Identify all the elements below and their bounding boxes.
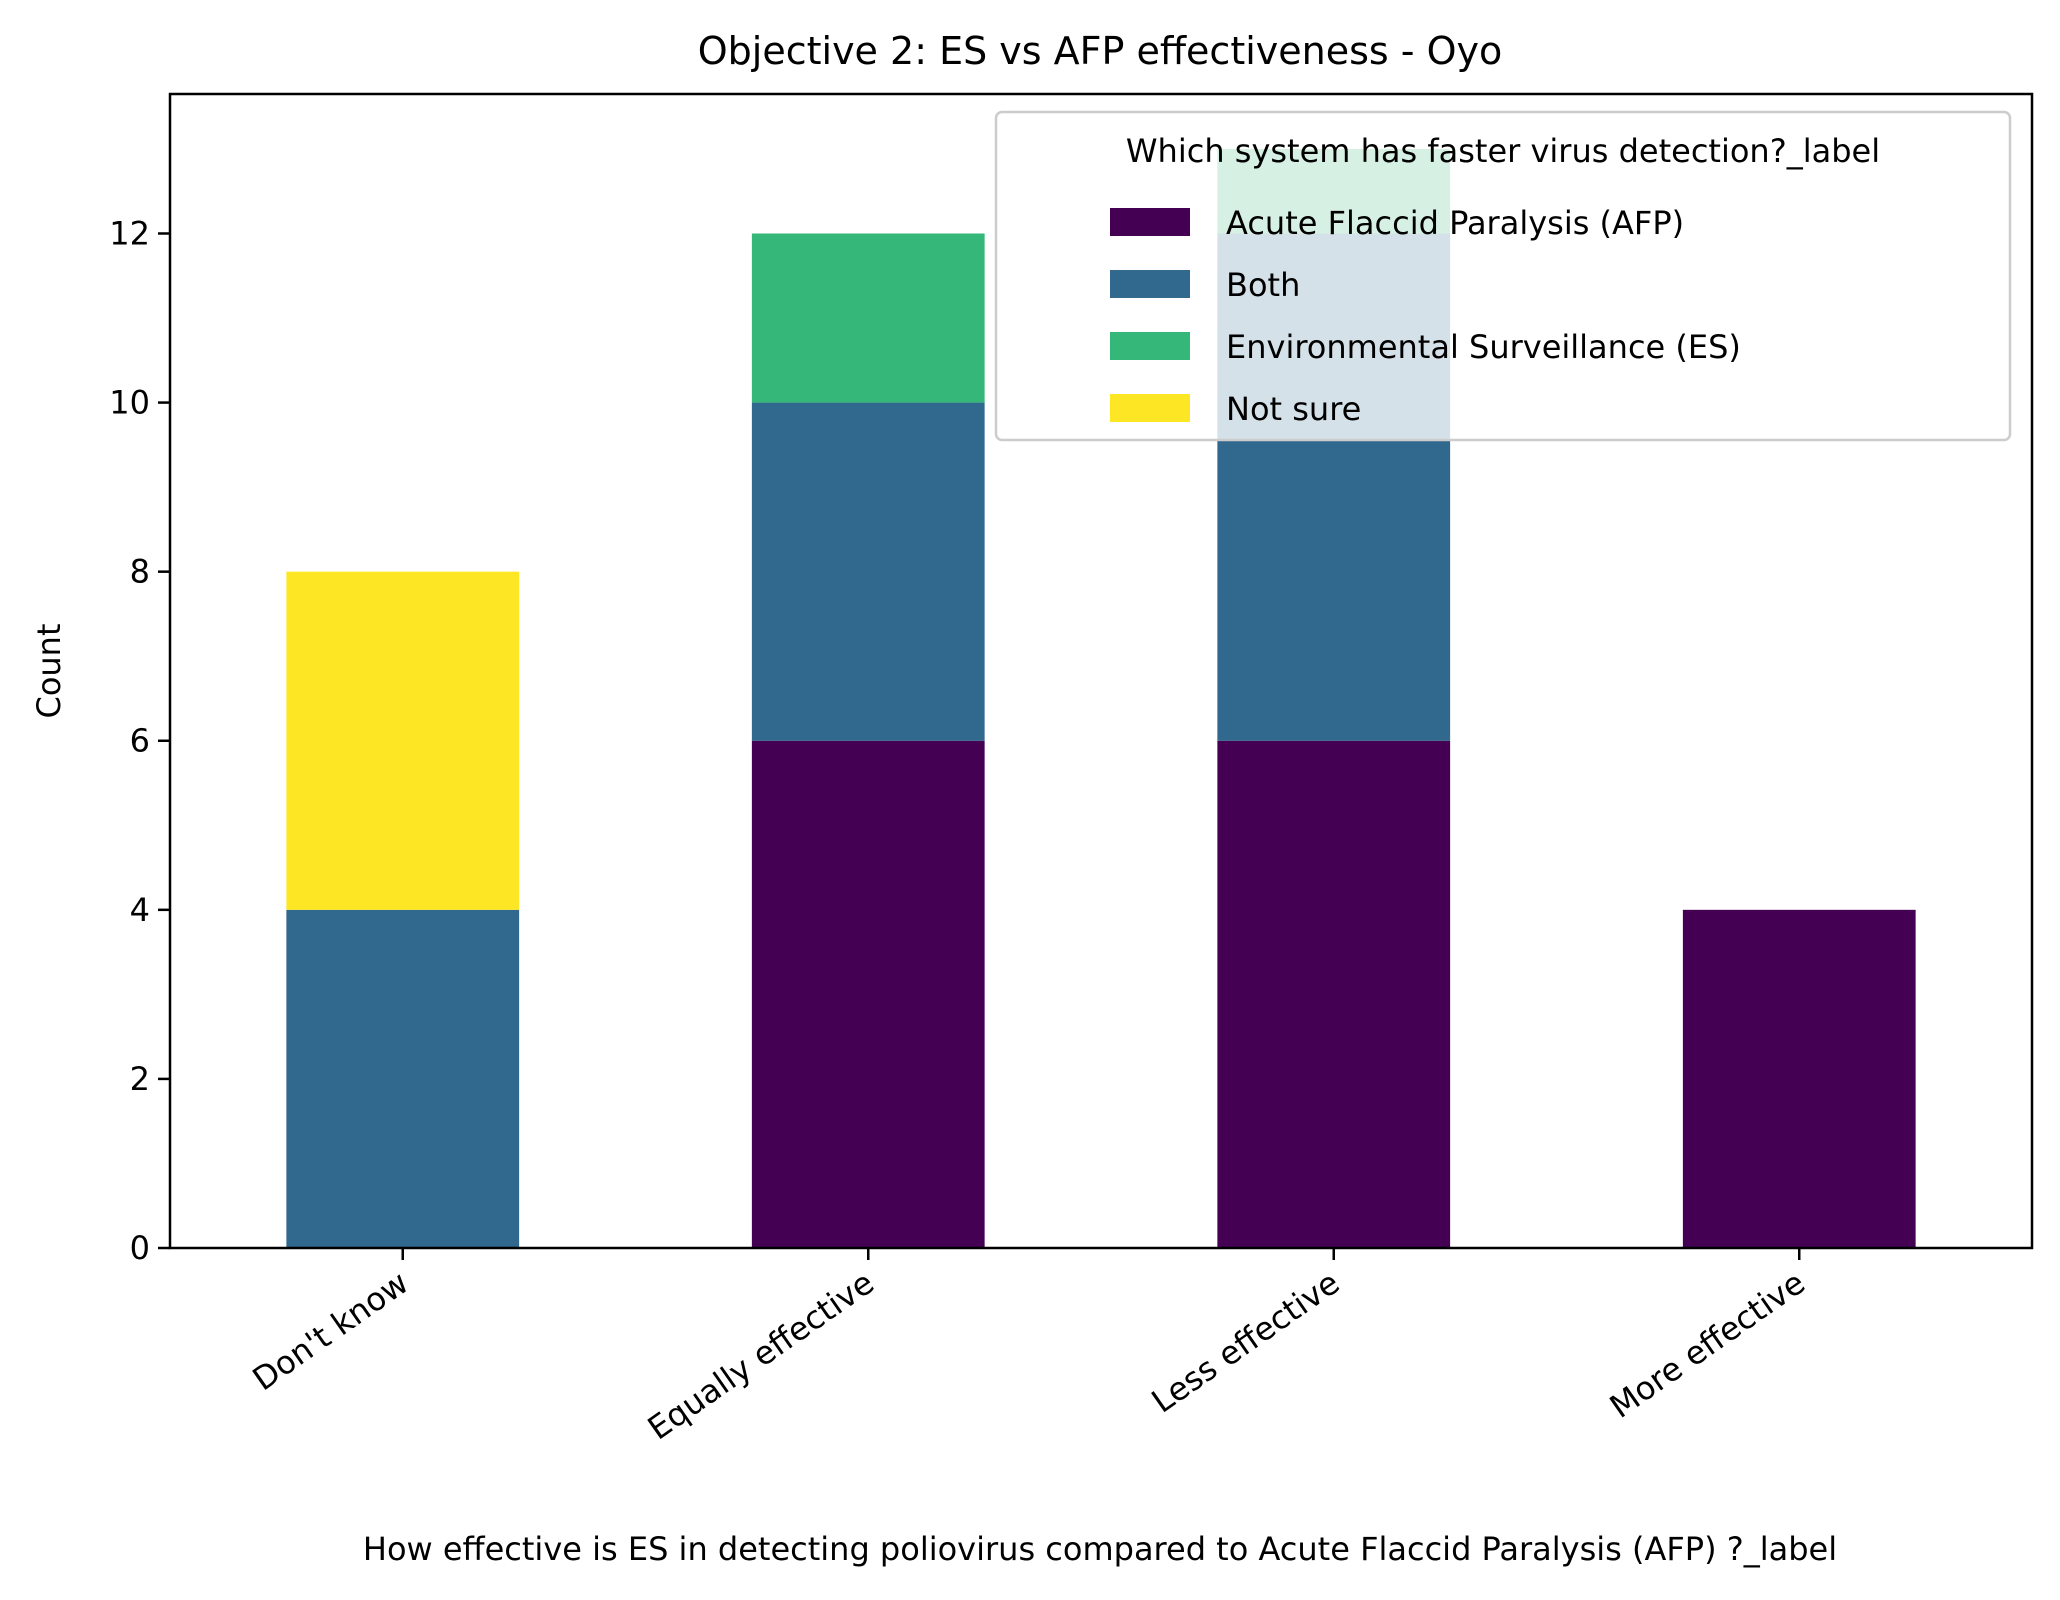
- legend-swatch-not-sure: [1110, 394, 1190, 422]
- legend-box: [994, 110, 2012, 442]
- legend-swatch-environmental-surveillance-es: [1110, 332, 1190, 360]
- y-axis: 0 2 4 6 8 10 12: [109, 214, 170, 1267]
- y-tick-label: 4: [130, 891, 150, 929]
- legend-label-environmental-surveillance-es: Environmental Surveillance (ES): [1226, 328, 1741, 366]
- legend-label-acute-flaccid-paralysis-afp: Acute Flaccid Paralysis (AFP): [1226, 204, 1684, 242]
- plot-frame: [168, 92, 2034, 1250]
- bar-don-t-know-both: [286, 909, 520, 1248]
- y-tick-label: 12: [109, 214, 150, 252]
- bar-equally-effective-both: [751, 402, 985, 741]
- legend-label-both: Both: [1226, 266, 1300, 304]
- bars-group: [286, 148, 1916, 1248]
- legend-title: Which system has faster virus detection?…: [1126, 132, 1880, 170]
- bar-less-effective-acute-flaccid-paralysis-afp: [1217, 740, 1451, 1248]
- y-tick-label: 0: [130, 1229, 150, 1267]
- chart-title: Objective 2: ES vs AFP effectiveness - O…: [698, 29, 1502, 73]
- bar-more-effective-acute-flaccid-paralysis-afp: [1682, 909, 1916, 1248]
- legend-swatch-both: [1110, 270, 1190, 298]
- y-tick-label: 8: [130, 553, 150, 591]
- bar-don-t-know-not-sure: [286, 571, 520, 910]
- y-tick-label: 2: [130, 1060, 150, 1098]
- bar-equally-effective-environmental-surveillance-es: [751, 233, 985, 403]
- legend-swatch-acute-flaccid-paralysis-afp: [1110, 208, 1190, 236]
- y-tick-label: 10: [109, 384, 150, 422]
- y-tick-label: 6: [130, 722, 150, 760]
- legend: Which system has faster virus detection?…: [994, 110, 2012, 442]
- bar-equally-effective-acute-flaccid-paralysis-afp: [751, 740, 985, 1248]
- y-axis-label: Count: [30, 623, 68, 718]
- legend-label-not-sure: Not sure: [1226, 390, 1361, 428]
- x-axis-label: How effective is ES in detecting poliovi…: [363, 1530, 1837, 1568]
